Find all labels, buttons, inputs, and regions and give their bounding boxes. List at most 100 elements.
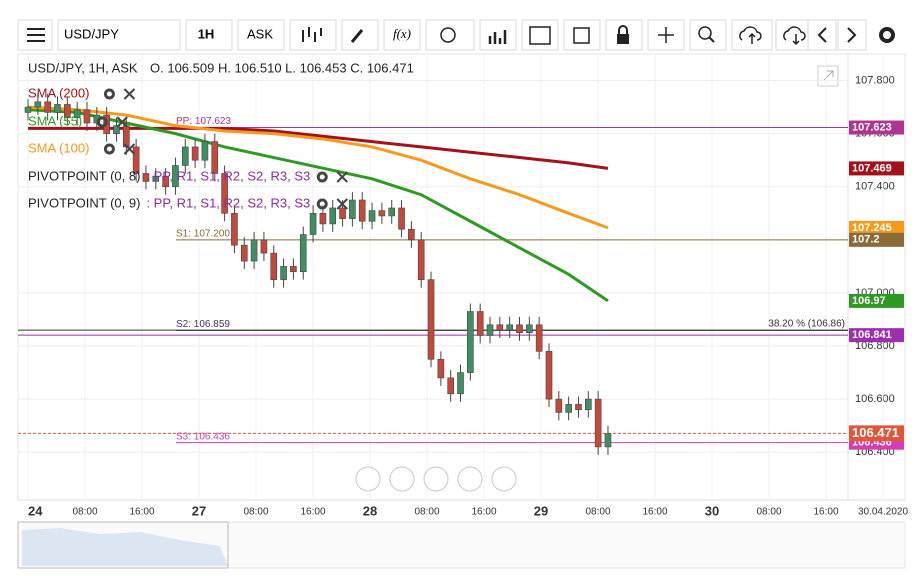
toolbar: USD/JPY 1H ASK f(x) bbox=[17, 19, 895, 51]
crosshair-button[interactable] bbox=[647, 19, 685, 51]
candle-body bbox=[526, 324, 533, 334]
candle-body bbox=[181, 146, 189, 166]
candle-body bbox=[358, 199, 366, 222]
x-tick-label: 16:00 bbox=[129, 507, 154, 518]
lock-button[interactable] bbox=[605, 19, 643, 51]
candle-body bbox=[211, 141, 219, 174]
remove-icon[interactable] bbox=[336, 171, 348, 183]
reset[interactable] bbox=[423, 466, 449, 492]
candle-body bbox=[270, 252, 278, 280]
settings-icon[interactable] bbox=[316, 198, 328, 210]
scroll-right[interactable] bbox=[491, 466, 517, 492]
fx: f(x) bbox=[393, 26, 411, 41]
candle-body bbox=[427, 279, 435, 360]
candle-body bbox=[172, 165, 179, 188]
fib-label: 38.20 % (106.86) bbox=[768, 319, 845, 330]
price-type-button[interactable]: ASK bbox=[237, 19, 285, 51]
interval-button[interactable]: 1H bbox=[185, 19, 233, 51]
candle-body bbox=[260, 239, 268, 254]
pivot-legend-name: PIVOTPOINT (0, 8) bbox=[28, 168, 140, 183]
candle-body bbox=[113, 125, 120, 134]
zoom-out[interactable] bbox=[389, 466, 415, 492]
remove-icon[interactable] bbox=[123, 88, 136, 100]
price-tag bbox=[849, 220, 904, 235]
x-tick-label: 08:00 bbox=[243, 507, 268, 518]
remove-icon[interactable] bbox=[123, 143, 136, 155]
candle-body bbox=[329, 207, 337, 225]
indicators-button[interactable]: f(x) bbox=[383, 19, 421, 51]
price-tag-label: 107.623 bbox=[852, 121, 892, 133]
info-button[interactable] bbox=[425, 19, 475, 51]
zoom-in[interactable] bbox=[457, 466, 483, 492]
x-tick-label: 28 bbox=[363, 503, 377, 518]
candle-body bbox=[309, 212, 317, 235]
candle-body bbox=[575, 404, 582, 411]
candle-body bbox=[319, 212, 327, 225]
menu-button[interactable] bbox=[17, 19, 53, 51]
calendar-button[interactable] bbox=[521, 19, 559, 51]
settings-icon[interactable] bbox=[316, 171, 328, 183]
candle-body bbox=[142, 173, 150, 182]
forward-button[interactable] bbox=[837, 19, 867, 51]
candle-body bbox=[44, 101, 51, 113]
candle-body bbox=[545, 351, 553, 400]
price-tag-label: 106.841 bbox=[852, 329, 892, 341]
y-tick-label: 106.600 bbox=[855, 393, 895, 405]
candle-body bbox=[73, 109, 81, 119]
upload-button[interactable] bbox=[731, 19, 773, 51]
candle-body bbox=[604, 433, 612, 448]
candle-body bbox=[201, 141, 209, 161]
candle-body bbox=[535, 324, 543, 352]
plot: 107.800107.600107.400107.000106.800106.6… bbox=[18, 54, 908, 518]
candle-body bbox=[221, 173, 228, 214]
candle-body bbox=[290, 266, 297, 272]
candle-body bbox=[339, 207, 346, 219]
x-tick-label: 24 bbox=[28, 503, 43, 518]
navigator bbox=[17, 521, 906, 569]
settings-icon[interactable] bbox=[103, 143, 115, 155]
symbol-input[interactable]: USD/JPY bbox=[57, 19, 181, 51]
price-tag bbox=[849, 328, 904, 343]
candle-body bbox=[152, 175, 160, 182]
candle-body bbox=[388, 207, 396, 217]
ohlc-text: O. 106.509 H. 106.510 L. 106.453 C. 106.… bbox=[150, 60, 414, 75]
pivot-label: S2: 106.859 bbox=[176, 319, 230, 330]
candle-body bbox=[594, 398, 602, 448]
price-tag-label: 106.471 bbox=[852, 425, 899, 440]
zoom-button[interactable] bbox=[689, 19, 727, 51]
candle-body bbox=[585, 398, 592, 411]
settings-icon[interactable] bbox=[96, 116, 108, 128]
candle-body bbox=[240, 244, 248, 262]
x-tick-label: 16:00 bbox=[813, 507, 838, 518]
remove-icon[interactable] bbox=[116, 116, 128, 128]
price-tag-label: 107.2 bbox=[852, 234, 880, 246]
candle-body bbox=[368, 210, 376, 222]
x-tick-label: 08:00 bbox=[72, 507, 97, 518]
settings-button[interactable] bbox=[879, 27, 895, 43]
x-tick-label: 16:00 bbox=[300, 507, 325, 518]
pivot-label: S1: 107.200 bbox=[176, 228, 230, 239]
chart-type-button[interactable] bbox=[289, 19, 337, 51]
candle-body bbox=[231, 212, 238, 246]
scroll-left[interactable] bbox=[355, 466, 381, 492]
volume-button[interactable] bbox=[479, 19, 517, 51]
chart-header: USD/JPY, 1H, ASK bbox=[28, 60, 138, 75]
remove-icon[interactable] bbox=[336, 198, 348, 210]
draw-button[interactable] bbox=[341, 19, 379, 51]
layout-button[interactable] bbox=[563, 19, 601, 51]
candle-body bbox=[496, 324, 504, 331]
candle-body bbox=[476, 311, 484, 336]
y-tick-label: 106.800 bbox=[855, 340, 895, 352]
price-tag bbox=[849, 293, 904, 308]
settings-icon[interactable] bbox=[103, 88, 115, 100]
candle-body bbox=[516, 324, 523, 334]
pivot-label: PP: 107.623 bbox=[176, 116, 231, 127]
price-tag-label: 107.245 bbox=[852, 222, 892, 234]
candle-body bbox=[486, 324, 494, 336]
back-button[interactable] bbox=[807, 19, 837, 51]
price-tag-label: 106.97 bbox=[852, 295, 886, 307]
price-tag bbox=[849, 232, 904, 247]
expand-button[interactable] bbox=[817, 65, 839, 87]
